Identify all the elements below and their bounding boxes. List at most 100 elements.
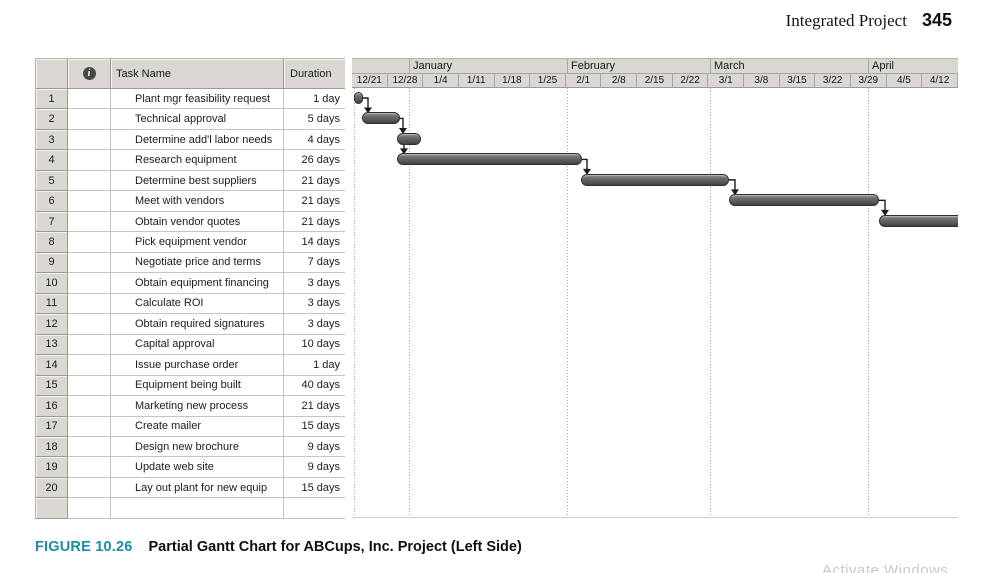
- task-name-cell[interactable]: Capital approval: [111, 334, 284, 356]
- row-number-cell[interactable]: 8: [36, 232, 68, 253]
- row-number-cell[interactable]: 13: [36, 334, 68, 356]
- task-name-cell[interactable]: [111, 498, 284, 519]
- info-cell[interactable]: [68, 355, 111, 376]
- duration-column-header[interactable]: Duration: [284, 59, 346, 89]
- info-cell[interactable]: [68, 232, 111, 253]
- task-name-cell[interactable]: Meet with vendors: [111, 191, 284, 212]
- row-number-cell[interactable]: 12: [36, 314, 68, 335]
- row-number-cell[interactable]: 17: [36, 416, 68, 437]
- task-bar[interactable]: [879, 214, 958, 227]
- duration-cell[interactable]: 40 days: [284, 375, 346, 397]
- duration-cell[interactable]: [284, 498, 346, 519]
- row-number-cell[interactable]: 16: [36, 396, 68, 417]
- duration-cell[interactable]: 15 days: [284, 477, 346, 499]
- info-cell[interactable]: [68, 150, 111, 171]
- week-tick-label: 2/15: [637, 74, 673, 88]
- task-name-cell[interactable]: Obtain equipment financing: [111, 273, 284, 294]
- timescale-header: January February March April 12/21 12/28 1/4 1…: [352, 58, 958, 88]
- duration-cell[interactable]: 21 days: [284, 211, 346, 233]
- duration-cell[interactable]: 9 days: [284, 436, 346, 458]
- task-name-cell[interactable]: Update web site: [111, 457, 284, 478]
- task-name-cell[interactable]: Pick equipment vendor: [111, 232, 284, 253]
- duration-cell[interactable]: 1 day: [284, 89, 346, 110]
- row-number-cell[interactable]: 2: [36, 109, 68, 130]
- row-number-cell[interactable]: 3: [36, 129, 68, 151]
- task-name-cell[interactable]: Obtain required signatures: [111, 314, 284, 335]
- task-name-cell[interactable]: Lay out plant for new equip: [111, 477, 284, 499]
- info-cell[interactable]: [68, 314, 111, 335]
- duration-cell[interactable]: 21 days: [284, 170, 346, 192]
- info-cell[interactable]: [68, 477, 111, 499]
- info-cell[interactable]: [68, 109, 111, 130]
- task-name-cell[interactable]: Equipment being built: [111, 375, 284, 397]
- task-bar[interactable]: [581, 173, 729, 186]
- task-bar[interactable]: [354, 92, 363, 104]
- duration-cell[interactable]: 1 day: [284, 355, 346, 376]
- task-name-cell[interactable]: Plant mgr feasibility request: [111, 89, 284, 110]
- task-name-cell[interactable]: Determine add'l labor needs: [111, 129, 284, 151]
- info-column-header[interactable]: i: [68, 59, 111, 89]
- row-number-cell[interactable]: 10: [36, 273, 68, 294]
- info-cell[interactable]: [68, 129, 111, 151]
- duration-cell[interactable]: 10 days: [284, 334, 346, 356]
- task-name-cell[interactable]: Determine best suppliers: [111, 170, 284, 192]
- task-name-cell[interactable]: Marketing new process: [111, 396, 284, 417]
- duration-cell[interactable]: 3 days: [284, 293, 346, 315]
- row-number-cell[interactable]: 15: [36, 375, 68, 397]
- info-cell[interactable]: [68, 334, 111, 356]
- task-bar[interactable]: [397, 132, 421, 145]
- row-number-cell[interactable]: [36, 498, 68, 519]
- duration-cell[interactable]: 21 days: [284, 396, 346, 417]
- duration-cell[interactable]: 15 days: [284, 416, 346, 437]
- task-name-cell[interactable]: Negotiate price and terms: [111, 252, 284, 274]
- row-number-cell[interactable]: 14: [36, 355, 68, 376]
- task-name-column-header[interactable]: Task Name: [111, 59, 284, 89]
- row-number-cell[interactable]: 9: [36, 252, 68, 274]
- row-number-cell[interactable]: 18: [36, 436, 68, 458]
- task-name-cell[interactable]: Create mailer: [111, 416, 284, 437]
- row-number-cell[interactable]: 1: [36, 89, 68, 110]
- duration-cell[interactable]: 3 days: [284, 314, 346, 335]
- info-cell[interactable]: [68, 375, 111, 397]
- duration-cell[interactable]: 14 days: [284, 232, 346, 253]
- info-cell[interactable]: [68, 436, 111, 458]
- duration-cell[interactable]: 3 days: [284, 273, 346, 294]
- info-cell[interactable]: [68, 211, 111, 233]
- duration-cell[interactable]: 7 days: [284, 252, 346, 274]
- info-cell[interactable]: [68, 89, 111, 110]
- task-name-cell[interactable]: Research equipment: [111, 150, 284, 171]
- duration-cell[interactable]: 9 days: [284, 457, 346, 478]
- week-tick-label: 1/4: [423, 74, 459, 88]
- info-cell[interactable]: [68, 498, 111, 519]
- task-bar[interactable]: [397, 153, 582, 166]
- duration-cell[interactable]: 21 days: [284, 191, 346, 212]
- week-tick-label: 3/22: [815, 74, 851, 88]
- task-name-cell[interactable]: Calculate ROI: [111, 293, 284, 315]
- pane-splitter[interactable]: [345, 58, 352, 519]
- row-number-cell[interactable]: 6: [36, 191, 68, 212]
- task-name-cell[interactable]: Technical approval: [111, 109, 284, 130]
- task-bar[interactable]: [729, 194, 879, 207]
- row-number-cell[interactable]: 5: [36, 170, 68, 192]
- task-name-cell[interactable]: Issue purchase order: [111, 355, 284, 376]
- duration-cell[interactable]: 4 days: [284, 129, 346, 151]
- info-cell[interactable]: [68, 293, 111, 315]
- duration-cell[interactable]: 5 days: [284, 109, 346, 130]
- row-number-cell[interactable]: 20: [36, 477, 68, 499]
- row-number-cell[interactable]: 11: [36, 293, 68, 315]
- info-cell[interactable]: [68, 457, 111, 478]
- task-name-cell[interactable]: Design new brochure: [111, 436, 284, 458]
- task-bar[interactable]: [362, 112, 400, 125]
- row-number-cell[interactable]: 4: [36, 150, 68, 171]
- row-number-cell[interactable]: 7: [36, 211, 68, 233]
- row-number-cell[interactable]: 19: [36, 457, 68, 478]
- info-cell[interactable]: [68, 416, 111, 437]
- info-cell[interactable]: [68, 273, 111, 294]
- duration-cell[interactable]: 26 days: [284, 150, 346, 171]
- task-name-cell[interactable]: Obtain vendor quotes: [111, 211, 284, 233]
- info-cell[interactable]: [68, 191, 111, 212]
- info-cell[interactable]: [68, 170, 111, 192]
- info-cell[interactable]: [68, 396, 111, 417]
- row-number-column-header[interactable]: [36, 59, 68, 89]
- info-cell[interactable]: [68, 252, 111, 274]
